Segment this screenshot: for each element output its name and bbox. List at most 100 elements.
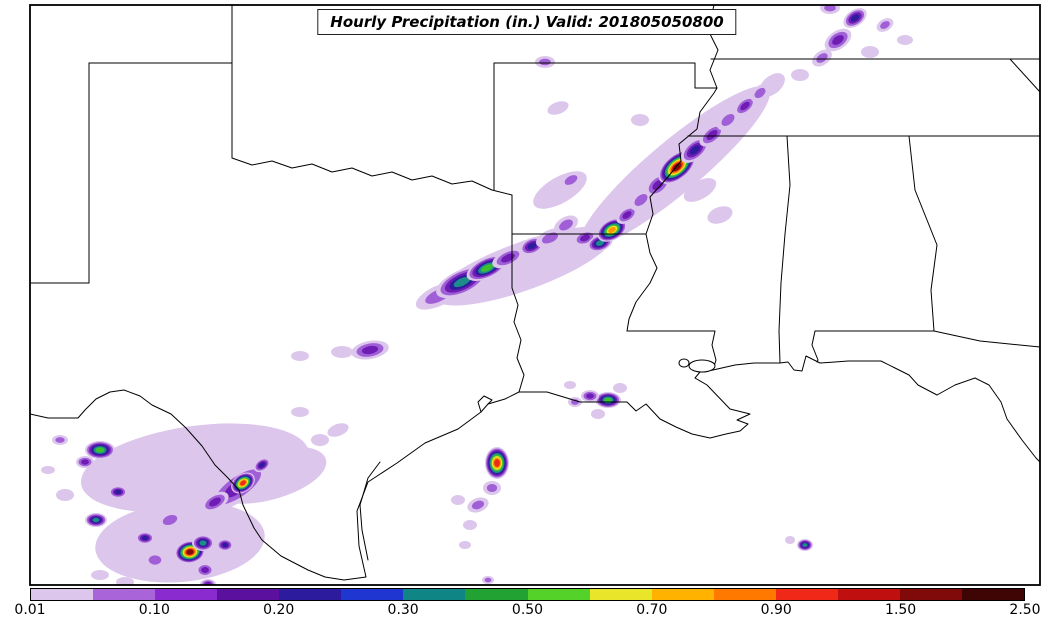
precip-cell-ring	[199, 540, 207, 546]
colorbar-tick-label: 0.20	[263, 602, 295, 618]
precip-cell-ring	[291, 407, 309, 417]
border-line	[356, 355, 1040, 578]
precip-cell-ring	[287, 447, 313, 463]
precip-cell-ring	[95, 447, 105, 453]
precip-cell-ring	[361, 345, 379, 355]
colorbar-segment	[465, 589, 528, 600]
precip-cell-ring	[209, 497, 221, 507]
colorbar-segment	[527, 589, 590, 600]
colorbar-tick-label: 2.50	[1009, 602, 1041, 618]
colorbar-legend	[30, 588, 1025, 601]
colorbar-segment	[837, 589, 900, 600]
precip-cell-ring	[785, 536, 795, 544]
precip-cell-ring	[631, 114, 649, 126]
lakes	[678, 358, 716, 373]
colorbar-tick-label: 0.70	[636, 602, 668, 618]
border-line	[908, 135, 938, 332]
precip-cell-ring	[56, 489, 74, 501]
precip-cell-ring	[484, 577, 492, 583]
colorbar-tick-label: 0.10	[138, 602, 170, 618]
precip-cell-ring	[291, 351, 309, 361]
precip-cell-ring	[824, 5, 836, 12]
precip-cell-ring	[689, 145, 701, 155]
precip-cell-ring	[201, 567, 209, 573]
precip-cell-ring	[707, 206, 733, 224]
precip-cell-ring	[564, 175, 578, 185]
lake-outline	[678, 358, 690, 368]
colorbar-tick-label: 0.90	[760, 602, 792, 618]
colorbar-segment	[217, 589, 280, 600]
map-frame	[29, 4, 1041, 586]
colorbar-segment	[589, 589, 652, 600]
precip-cell-ring	[327, 423, 349, 437]
colorbar-segment	[31, 589, 94, 600]
precip-cell-ring	[591, 409, 605, 419]
precip-cell-ring	[311, 434, 329, 446]
colorbar-segment	[961, 589, 1024, 600]
precip-cell-ring	[580, 234, 590, 242]
precip-cell-ring	[539, 58, 551, 66]
precip-cell-ring	[634, 194, 648, 206]
colorbar-segment	[403, 589, 466, 600]
precip-cell-ring	[471, 500, 485, 510]
map-title: Hourly Precipitation (in.) Valid: 201805…	[330, 13, 724, 31]
colorbar-segment	[775, 589, 838, 600]
precip-cell-ring	[81, 459, 89, 465]
border-line	[359, 461, 381, 561]
precip-cell-ring	[486, 484, 498, 492]
precip-cell-ring	[608, 226, 616, 234]
precip-cell-ring	[880, 21, 890, 29]
precip-cell-ring	[706, 130, 718, 140]
border-line	[933, 330, 1040, 348]
precip-cell-ring	[162, 514, 178, 526]
precip-cell-ring	[721, 114, 735, 126]
precip-cell-ring	[547, 101, 569, 115]
colorbar-segment	[279, 589, 342, 600]
precip-cell-ring	[604, 397, 612, 403]
precip-cell-ring	[259, 462, 265, 468]
precip-cell-ring	[434, 226, 614, 306]
border-line	[811, 330, 935, 363]
border-line	[477, 395, 493, 413]
colorbar-segment	[93, 589, 156, 600]
precip-cell-ring	[148, 555, 162, 565]
map-title-box: Hourly Precipitation (in.) Valid: 201805…	[317, 9, 737, 35]
precip-cell-ring	[613, 383, 627, 393]
precip-cell-ring	[652, 179, 664, 191]
precip-cell-ring	[754, 87, 766, 99]
colorbar-segment	[651, 589, 714, 600]
precip-cell-ring	[541, 232, 559, 244]
state-borders	[30, 5, 1040, 581]
precip-cell-ring	[897, 35, 913, 45]
precip-cell-ring	[186, 549, 194, 555]
precip-cell-ring	[141, 535, 149, 541]
precip-cell-ring	[595, 240, 605, 246]
precip-cell-ring	[451, 495, 465, 505]
precip-cell-ring	[861, 46, 879, 58]
colorbar-segment	[713, 589, 776, 600]
colorbar-segment	[155, 589, 218, 600]
border-line	[1009, 58, 1040, 93]
precip-cell-ring	[331, 346, 353, 358]
precip-cell-ring	[114, 489, 122, 495]
colorbar-tick-label: 0.01	[14, 602, 46, 618]
precipitation-shading	[41, 5, 913, 585]
precip-cell-ring	[564, 381, 576, 389]
colorbar-segment	[899, 589, 962, 600]
precip-cell-ring	[55, 437, 65, 443]
precip-cell-ring	[501, 253, 515, 263]
border-line	[30, 389, 367, 581]
precip-cell-ring	[622, 211, 632, 219]
precip-cell-ring	[740, 101, 750, 111]
precip-cell-ring	[222, 542, 228, 548]
colorbar-tick-label: 0.50	[511, 602, 544, 618]
precip-cell-ring	[41, 466, 55, 474]
precip-cell-ring	[571, 399, 579, 405]
precip-cell-ring	[791, 69, 809, 81]
precip-cell-ring	[91, 570, 109, 580]
precip-cell-ring	[559, 219, 573, 231]
precip-cell-ring	[459, 541, 471, 549]
border-line	[626, 330, 717, 371]
colorbar-segment	[341, 589, 404, 600]
